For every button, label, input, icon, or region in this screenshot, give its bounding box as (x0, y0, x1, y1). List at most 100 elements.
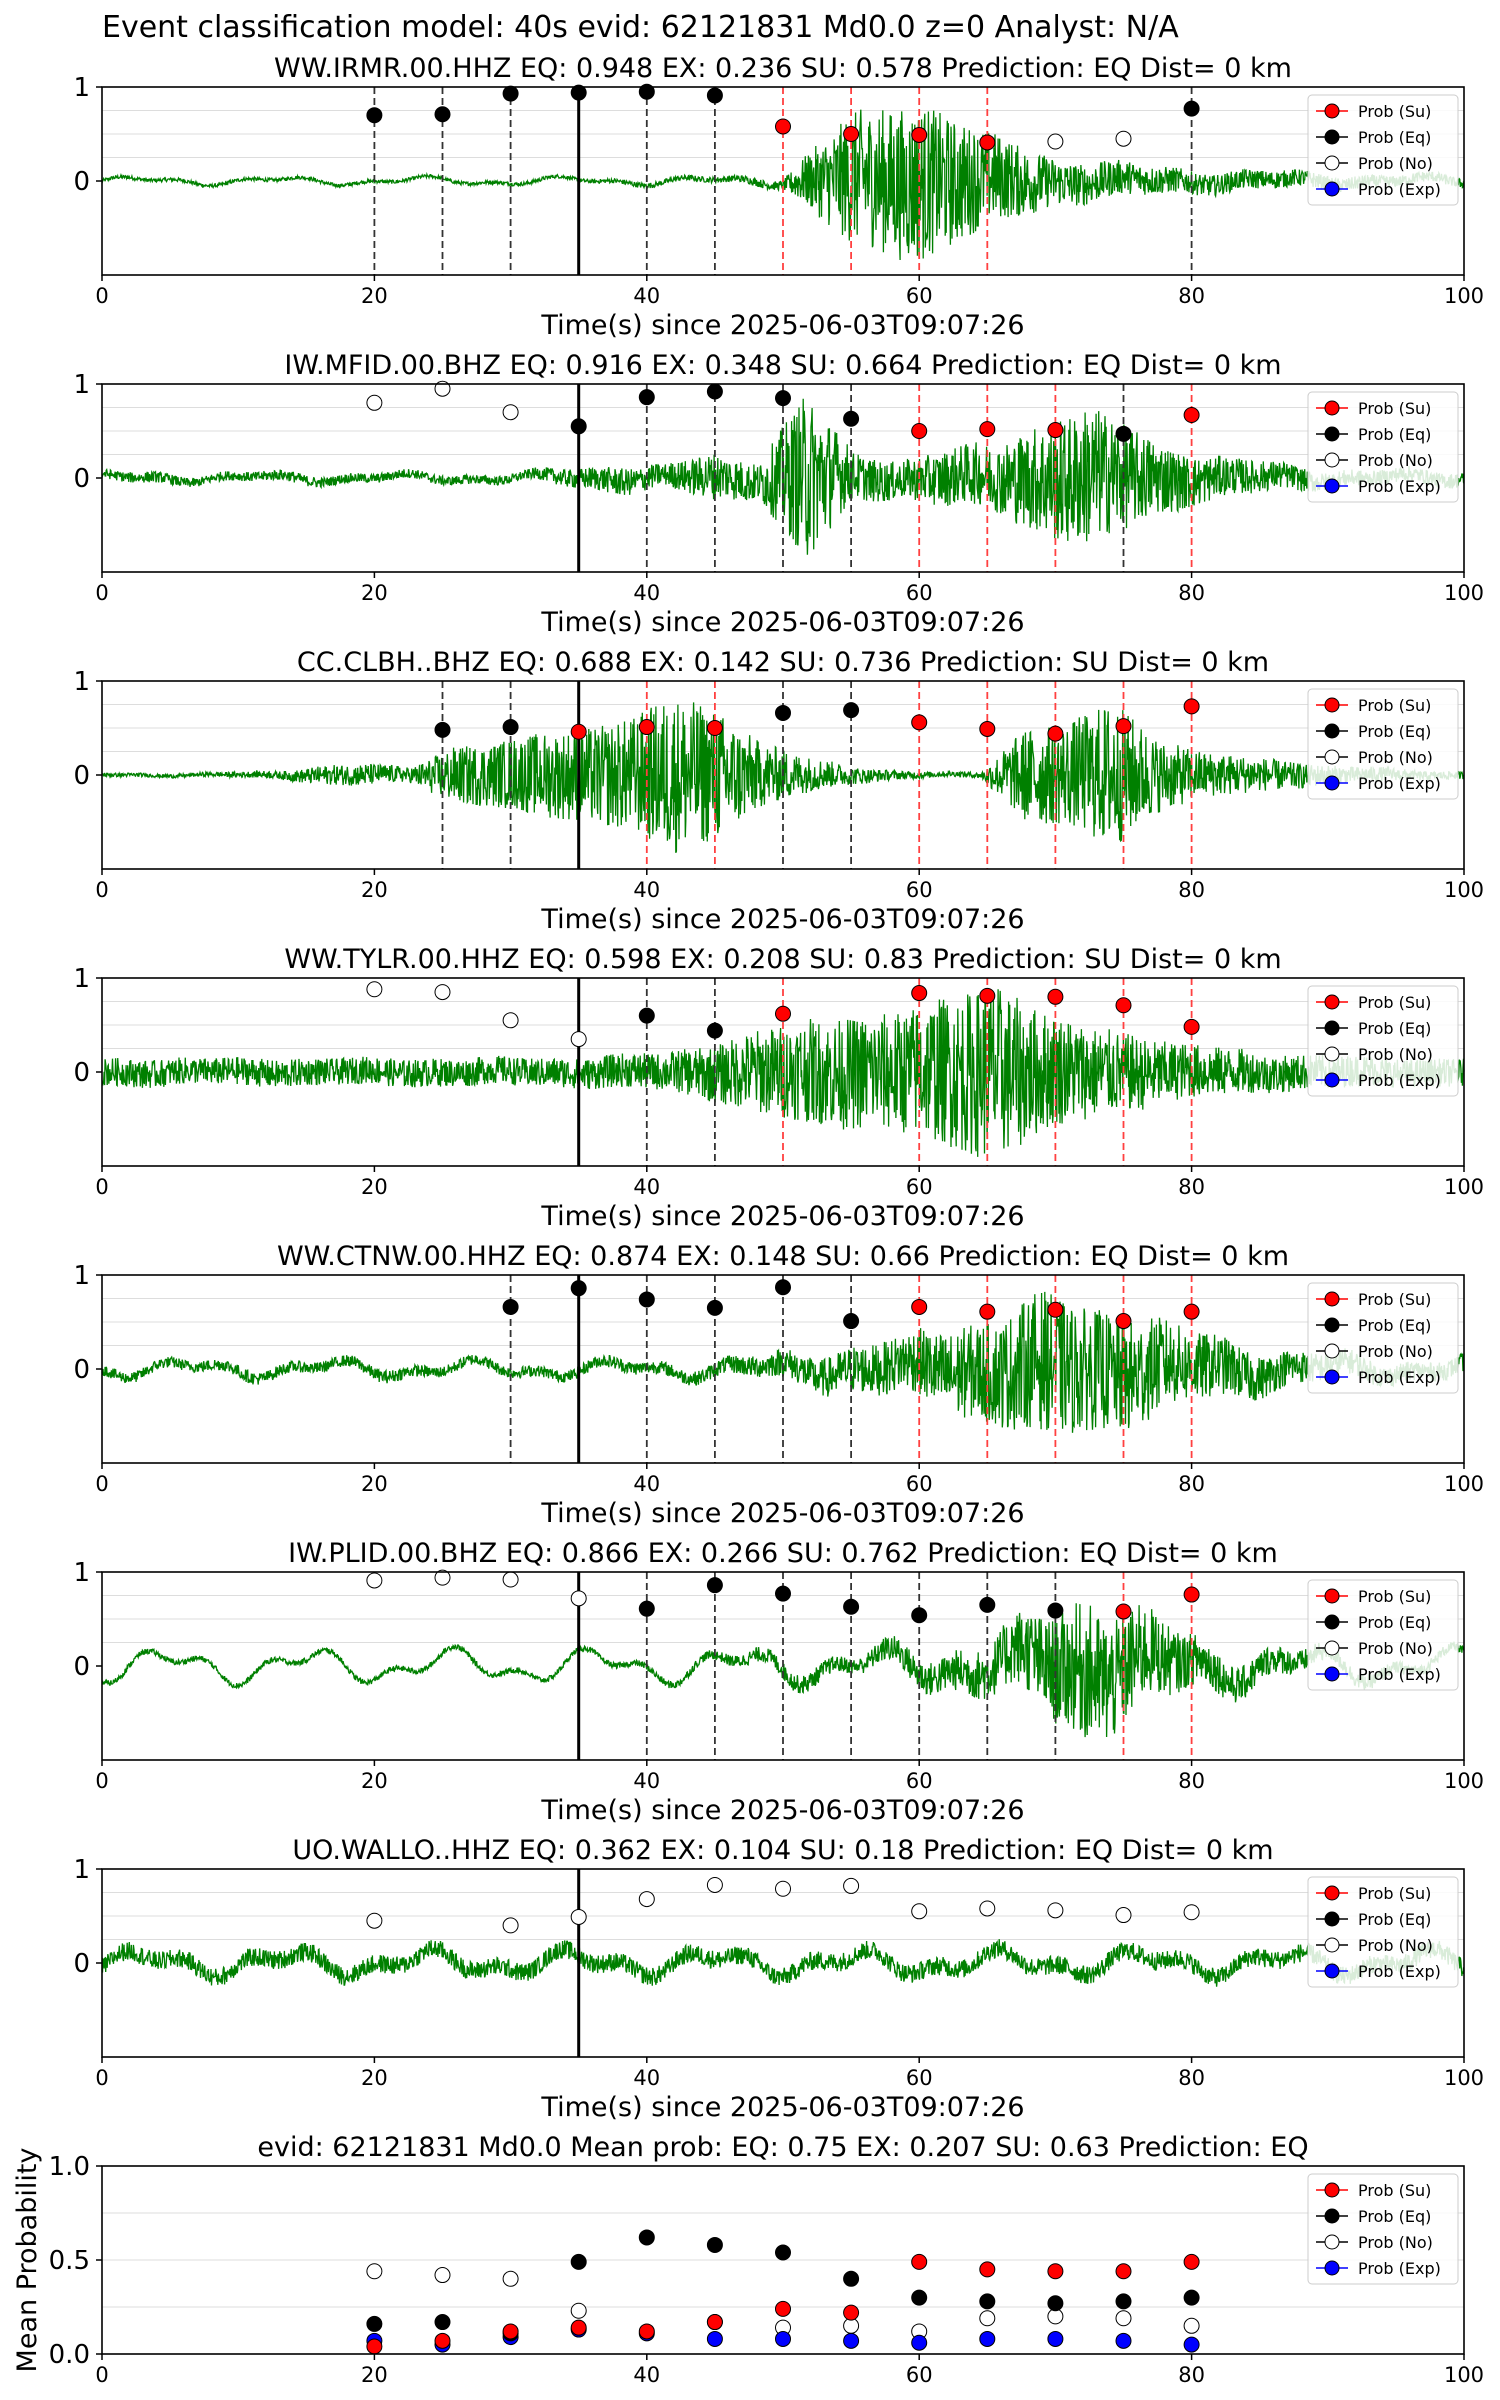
legend-label: Prob (Eq) (1358, 2207, 1431, 2226)
y-tick-label: 1 (73, 1855, 90, 1885)
point-eq (911, 1607, 928, 1624)
point-su (570, 2319, 587, 2336)
point-no (434, 2267, 451, 2284)
legend-marker-su (1324, 1885, 1340, 1901)
legend: Prob (Su) Prob (Eq) Prob (No) Prob (Exp) (1307, 688, 1459, 800)
x-tick-label: 80 (1178, 2363, 1205, 2387)
y-tick-label: 1 (73, 370, 90, 400)
y-tick-label: 0 (73, 1355, 90, 1385)
point-su (1183, 1303, 1200, 1320)
legend-label: Prob (No) (1358, 451, 1433, 470)
legend: Prob (Su) Prob (Eq) Prob (No) Prob (Exp) (1307, 2173, 1459, 2285)
legend-label: Prob (Exp) (1358, 477, 1441, 496)
point-eq (570, 84, 587, 101)
point-su (1047, 2263, 1064, 2280)
figure-suptitle: Event classification model: 40s evid: 62… (102, 10, 1179, 45)
legend-label: Prob (Eq) (1358, 425, 1431, 444)
point-su (1115, 997, 1132, 1014)
panel-title: evid: 62121831 Md0.0 Mean prob: EQ: 0.75… (257, 2132, 1308, 2163)
point-su (502, 2323, 519, 2340)
x-tick-label: 40 (633, 2066, 660, 2090)
x-tick-label: 0 (95, 1472, 108, 1496)
point-exp (911, 2334, 928, 2351)
legend-marker-su (1324, 994, 1340, 1010)
x-tick-label: 60 (906, 2363, 933, 2387)
x-tick-label: 80 (1178, 1472, 1205, 1496)
x-tick-label: 40 (633, 2363, 660, 2387)
legend-label: Prob (No) (1358, 1045, 1433, 1064)
legend-marker-exp (1324, 1072, 1340, 1088)
point-no (366, 2263, 383, 2280)
legend-label: Prob (Exp) (1358, 1071, 1441, 1090)
point-eq (366, 2315, 383, 2332)
legend-label: Prob (Exp) (1358, 1665, 1441, 1684)
point-no (366, 1572, 383, 1589)
x-tick-label: 0 (95, 2066, 108, 2090)
point-eq (366, 107, 383, 124)
point-exp (706, 2330, 723, 2347)
point-eq (775, 390, 791, 407)
point-su (1115, 718, 1132, 735)
waveform-trace (101, 702, 1465, 853)
x-tick-label: 40 (633, 1769, 660, 1793)
point-eq (1183, 100, 1200, 117)
legend-box (1307, 1282, 1459, 1394)
x-tick-label: 40 (633, 878, 660, 902)
legend-marker-eq (1324, 2208, 1340, 2224)
y-tick-label: 0.5 (49, 2246, 90, 2276)
point-su (911, 985, 928, 1002)
point-no (1183, 2317, 1200, 2334)
panel-title: IW.PLID.00.BHZ EQ: 0.866 EX: 0.266 SU: 0… (288, 1538, 1278, 1569)
point-su (638, 719, 655, 736)
point-eq (843, 410, 860, 427)
legend-box (1307, 391, 1459, 503)
legend-label: Prob (Su) (1358, 696, 1431, 715)
x-tick-label: 60 (906, 284, 933, 308)
panel-8: evid: 62121831 Md0.0 Mean prob: EQ: 0.75… (12, 2132, 1484, 2387)
point-eq (638, 1291, 655, 1308)
point-exp (979, 2330, 996, 2347)
legend-marker-eq (1324, 1020, 1340, 1036)
legend-marker-su (1324, 1588, 1340, 1604)
legend-box (1307, 1579, 1459, 1691)
legend-marker-no (1324, 749, 1340, 765)
x-axis-label: Time(s) since 2025-06-03T09:07:26 (540, 607, 1024, 638)
point-su (775, 2300, 791, 2317)
point-no (979, 2310, 996, 2327)
x-axis-label: Time(s) since 2025-06-03T09:07:26 (540, 1795, 1024, 1826)
legend-marker-exp (1324, 775, 1340, 791)
legend-label: Prob (Su) (1358, 993, 1431, 1012)
point-no (1047, 133, 1064, 150)
point-no (1115, 1907, 1132, 1924)
x-tick-label: 0 (95, 1175, 108, 1199)
panel-5: WW.CTNW.00.HHZ EQ: 0.874 EX: 0.148 SU: 0… (73, 1241, 1484, 1529)
panel-7: UO.WALLO..HHZ EQ: 0.362 EX: 0.104 SU: 0.… (73, 1835, 1484, 2123)
legend-label: Prob (No) (1358, 1936, 1433, 1955)
x-tick-label: 20 (361, 1472, 388, 1496)
legend-label: Prob (Exp) (1358, 774, 1441, 793)
point-eq (979, 1596, 996, 1613)
legend-label: Prob (Su) (1358, 2181, 1431, 2200)
point-eq (979, 2293, 996, 2310)
point-eq (911, 2289, 928, 2306)
x-tick-label: 20 (361, 284, 388, 308)
x-tick-label: 40 (633, 581, 660, 605)
x-tick-label: 100 (1444, 284, 1484, 308)
point-su (706, 2314, 723, 2331)
legend-label: Prob (Eq) (1358, 1613, 1431, 1632)
legend-label: Prob (Su) (1358, 1290, 1431, 1309)
y-tick-label: 0.0 (49, 2340, 90, 2370)
legend-box (1307, 1876, 1459, 1988)
point-su (979, 2261, 996, 2278)
legend-marker-su (1324, 400, 1340, 416)
point-eq (775, 1585, 791, 1602)
legend-label: Prob (Eq) (1358, 128, 1431, 147)
x-tick-label: 60 (906, 2066, 933, 2090)
legend-label: Prob (Exp) (1358, 180, 1441, 199)
waveform-trace (101, 109, 1465, 261)
point-eq (1183, 2289, 1200, 2306)
legend-marker-exp (1324, 1369, 1340, 1385)
point-no (366, 1912, 383, 1929)
x-tick-label: 20 (361, 2363, 388, 2387)
